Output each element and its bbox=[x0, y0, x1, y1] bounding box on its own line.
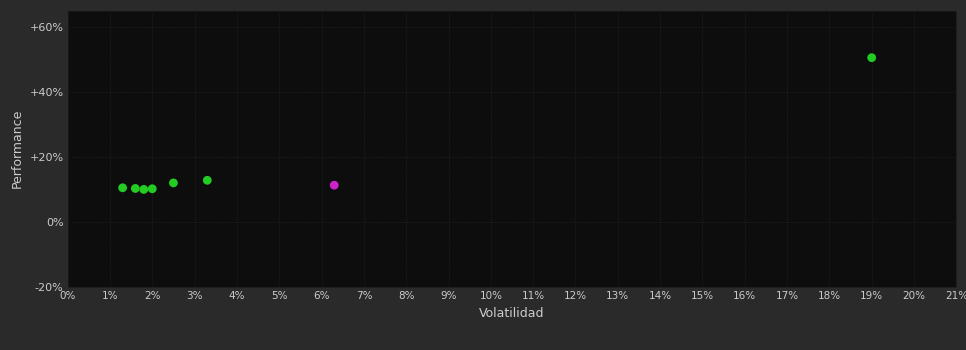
Point bbox=[128, 186, 143, 191]
Point bbox=[115, 185, 130, 191]
Point bbox=[145, 186, 160, 191]
Point bbox=[327, 182, 342, 188]
X-axis label: Volatilidad: Volatilidad bbox=[479, 307, 545, 320]
Point bbox=[864, 55, 879, 61]
Y-axis label: Performance: Performance bbox=[11, 109, 24, 188]
Point bbox=[136, 187, 152, 192]
Point bbox=[200, 177, 215, 183]
Point bbox=[166, 180, 182, 186]
